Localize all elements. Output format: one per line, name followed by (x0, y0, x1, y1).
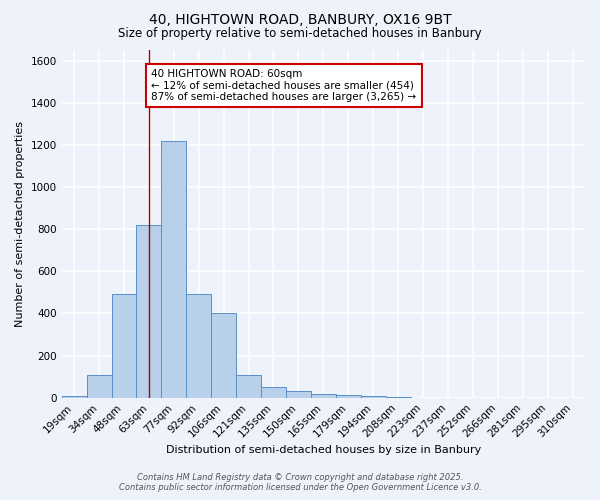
Bar (286, 392, 311, 398)
Bar (161, 140, 186, 398)
Text: 40, HIGHTOWN ROAD, BANBURY, OX16 9BT: 40, HIGHTOWN ROAD, BANBURY, OX16 9BT (149, 12, 451, 26)
Y-axis label: Number of semi-detached properties: Number of semi-detached properties (15, 121, 25, 327)
Bar (236, 374, 261, 398)
Bar (112, 294, 136, 398)
Text: 40 HIGHTOWN ROAD: 60sqm
← 12% of semi-detached houses are smaller (454)
87% of s: 40 HIGHTOWN ROAD: 60sqm ← 12% of semi-de… (151, 69, 416, 102)
Text: Size of property relative to semi-detached houses in Banbury: Size of property relative to semi-detach… (118, 28, 482, 40)
X-axis label: Distribution of semi-detached houses by size in Banbury: Distribution of semi-detached houses by … (166, 445, 481, 455)
Bar (86, 374, 112, 398)
Bar (261, 387, 286, 398)
Bar (361, 396, 386, 398)
Bar (336, 394, 361, 398)
Bar (211, 314, 236, 398)
Bar (186, 294, 211, 398)
Text: Contains HM Land Registry data © Crown copyright and database right 2025.
Contai: Contains HM Land Registry data © Crown c… (119, 473, 481, 492)
Bar (136, 225, 161, 398)
Bar (62, 396, 86, 398)
Bar (311, 394, 336, 398)
Bar (386, 396, 410, 398)
